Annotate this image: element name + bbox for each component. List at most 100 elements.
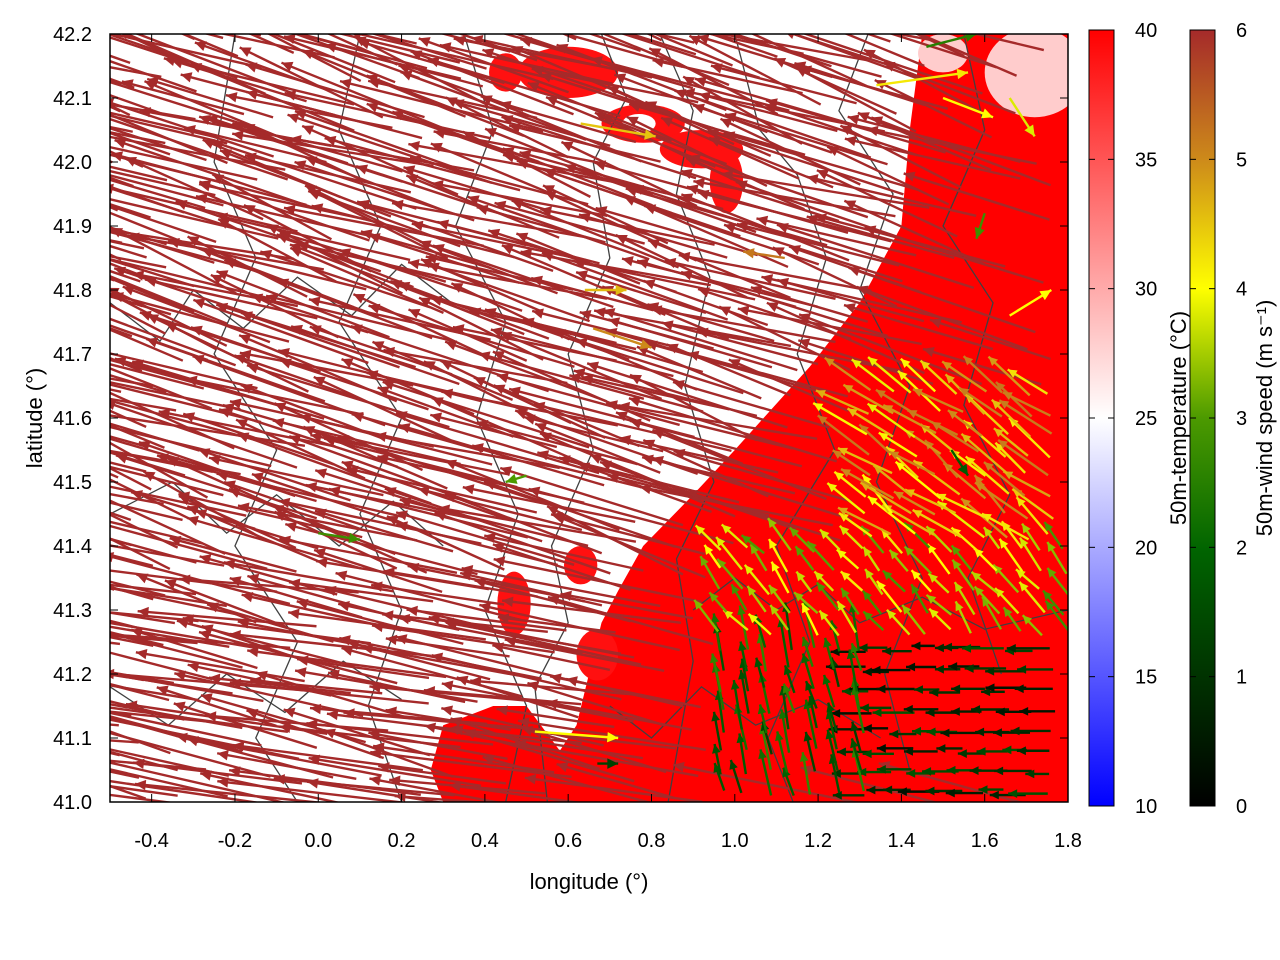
wind-arrow: [974, 212, 986, 240]
wind-arrow: [628, 396, 838, 463]
wind-arrow: [122, 34, 196, 68]
wind-arrow: [866, 402, 916, 439]
wind-arrow: [846, 649, 859, 692]
wind-arrow: [761, 274, 962, 324]
wind-arrow: [911, 641, 935, 651]
wind-arrow: [110, 176, 134, 188]
wind-arrow: [110, 537, 197, 564]
wind-arrow: [867, 356, 912, 394]
wind-arrow: [110, 255, 167, 269]
wind-arrow: [929, 688, 961, 697]
wind-arrow: [369, 682, 555, 705]
temperature-colorbar: 10 15 20 25 30 35 40 50m-temperature (°C): [1088, 20, 1191, 818]
wind-arrow: [181, 34, 239, 58]
wind-arrow: [825, 729, 839, 771]
wind-arrow: [940, 728, 981, 738]
wind-arrow: [832, 449, 871, 477]
wind-arrow: [470, 676, 641, 697]
wind-arrow: [223, 559, 394, 593]
wind-arrow: [767, 538, 789, 573]
wind-arrow: [429, 412, 558, 449]
wind-arrow: [994, 441, 1026, 474]
wind-arrow: [403, 165, 547, 212]
wind-arrow: [110, 520, 203, 545]
wind-arrow: [137, 606, 317, 628]
wind-arrow: [903, 171, 1050, 221]
wind-arrow: [337, 34, 461, 64]
wind-arrow: [1008, 789, 1048, 798]
wind-arrow: [110, 373, 167, 394]
wind-arrow: [110, 150, 144, 168]
wind-arrow: [369, 775, 503, 802]
wind-arrow: [343, 708, 538, 731]
wind-arrow: [219, 34, 335, 59]
wind-arrow: [110, 632, 243, 669]
colorbar-tick-label: 30: [1135, 279, 1157, 301]
wind-arrow: [801, 636, 814, 667]
colorbar-tick-label: 25: [1135, 408, 1157, 430]
wind-arrow: [1042, 589, 1065, 616]
wind-arrow: [953, 581, 976, 616]
wind-arrow: [425, 253, 574, 291]
wind-arrow: [110, 435, 147, 448]
wind-arrow: [301, 124, 459, 196]
wind-arrow: [283, 707, 431, 757]
wind-arrow: [289, 243, 477, 316]
wind-arrow: [893, 490, 936, 516]
wind-arrow: [110, 553, 154, 567]
terrain-contour: [838, 34, 923, 771]
wind-arrow: [985, 666, 1027, 676]
wind-arrow: [710, 613, 722, 651]
y-tick-label: 41.4: [53, 536, 92, 558]
wind-arrow: [132, 0, 337, 32]
y-axis-title: latitude (°): [22, 368, 47, 469]
wind-arrow: [936, 744, 963, 753]
wind-arrow: [110, 295, 172, 316]
wind-arrow: [210, 273, 340, 339]
wind-arrow: [513, 34, 574, 55]
wind-arrow: [310, 432, 510, 476]
wind-arrow: [991, 398, 1032, 438]
x-tick-label: 0.0: [304, 830, 332, 852]
wind-arrow: [606, 0, 798, 25]
y-tick-label: 42.2: [53, 24, 92, 46]
wind-arrow: [0, 0, 118, 24]
wind-arrow: [1019, 706, 1056, 716]
wind-arrow: [976, 747, 1008, 756]
wind-arrow: [385, 634, 510, 658]
wind-arrow: [110, 513, 179, 549]
wind-arrow: [110, 785, 178, 797]
wind-arrow: [876, 68, 969, 87]
wind-arrow: [819, 528, 841, 551]
x-tick-label: 1.8: [1054, 830, 1082, 852]
wind-arrow: [964, 455, 1010, 495]
x-tick-label: 1.0: [721, 830, 749, 852]
wind-arrow: [462, 484, 636, 523]
wind-arrow: [730, 679, 743, 730]
wind-arrow: [992, 728, 1030, 737]
wind-arrow: [738, 641, 748, 672]
x-tick-label: 0.6: [554, 830, 582, 852]
wind-arrow: [862, 610, 885, 631]
wind-arrow: [993, 427, 1029, 457]
wind-arrow: [782, 767, 795, 796]
wind-arrow: [110, 672, 144, 682]
wind-arrow: [368, 729, 508, 760]
wind-arrow: [903, 747, 938, 756]
colorbar-tick-label: 0: [1236, 796, 1247, 818]
wind-arrow: [110, 586, 238, 616]
wind-arrow: [110, 131, 171, 156]
wind-arrow: [750, 285, 869, 323]
wind-arrow: [797, 338, 934, 385]
wind-arrow: [788, 526, 815, 553]
wind-arrow: [110, 174, 224, 207]
wind-arrow: [769, 604, 789, 631]
wind-arrow: [782, 683, 796, 714]
wind-arrow: [110, 362, 205, 390]
wind-arrow: [110, 185, 185, 214]
wind-arrow: [652, 34, 695, 44]
wind-arrow: [878, 431, 918, 458]
colorbar-tick-label: 35: [1135, 149, 1157, 171]
x-tick-label: 1.4: [887, 830, 915, 852]
wind-arrow: [694, 524, 722, 551]
